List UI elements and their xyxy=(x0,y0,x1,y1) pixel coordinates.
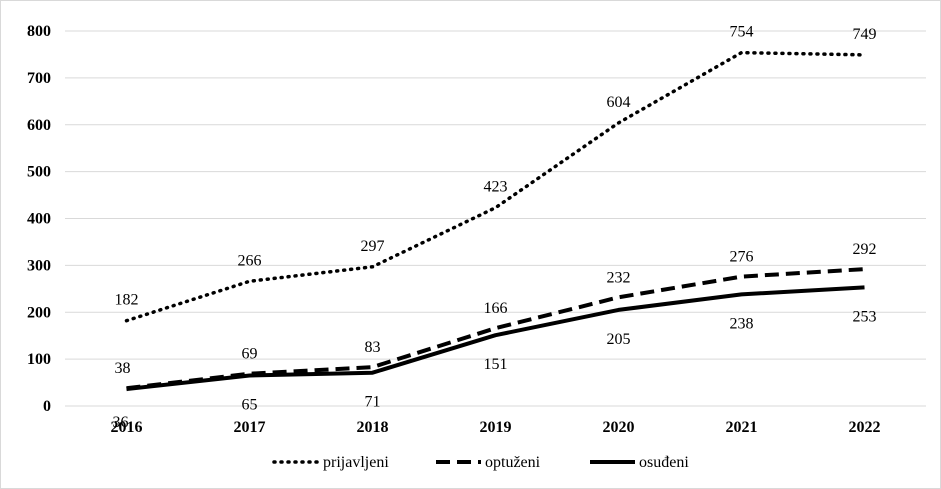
x-tick-label: 2016 xyxy=(111,419,143,436)
x-tick-label: 2020 xyxy=(603,419,635,436)
x-tick-label: 2022 xyxy=(849,419,881,436)
data-label: 297 xyxy=(361,238,385,255)
legend-label-osuđeni: osuđeni xyxy=(639,454,689,471)
data-label: 166 xyxy=(484,300,508,317)
data-label: 232 xyxy=(607,269,631,286)
y-tick-label: 300 xyxy=(27,257,51,274)
data-label: 749 xyxy=(853,26,877,43)
data-label: 71 xyxy=(365,394,381,411)
legend-label-optuženi: optuženi xyxy=(485,454,541,471)
data-label: 38 xyxy=(115,360,131,377)
series-lines xyxy=(124,50,867,392)
y-tick-label: 500 xyxy=(27,164,51,181)
y-tick-label: 100 xyxy=(27,351,51,368)
data-label: 238 xyxy=(730,315,754,332)
x-tick-label: 2018 xyxy=(357,419,389,436)
data-label: 276 xyxy=(730,249,754,266)
legend-label-prijavljeni: prijavljeni xyxy=(323,454,389,471)
data-label: 65 xyxy=(242,397,258,414)
x-tick-label: 2019 xyxy=(480,419,512,436)
y-tick-label: 200 xyxy=(27,304,51,321)
data-label: 292 xyxy=(853,241,877,258)
data-label: 182 xyxy=(115,292,139,309)
x-tick-label: 2017 xyxy=(234,419,266,436)
data-label: 266 xyxy=(238,252,262,269)
data-label: 253 xyxy=(853,308,877,325)
y-tick-label: 600 xyxy=(27,117,51,134)
data-label: 69 xyxy=(242,346,258,363)
gridlines xyxy=(65,30,926,360)
data-labels: 182 266 297 423 604 754 749 38 69 83 166 232 276 292 3… xyxy=(113,24,877,432)
y-tick-label: 800 xyxy=(27,23,51,40)
y-tick-label: 400 xyxy=(27,211,51,228)
data-label: 604 xyxy=(607,94,631,111)
data-label: 205 xyxy=(607,331,631,348)
data-label: 83 xyxy=(365,339,381,356)
legend: prijavljeni optuženi osuđeni xyxy=(272,454,689,471)
data-label: 36 xyxy=(113,414,129,431)
data-label: 151 xyxy=(484,356,508,373)
axes: 0 100 200 300 400 500 600 700 800 2016 2017 2018 201… xyxy=(27,23,926,436)
data-label: 754 xyxy=(730,24,754,41)
x-tick-label: 2021 xyxy=(726,419,758,436)
y-tick-label: 700 xyxy=(27,70,51,87)
data-label: 423 xyxy=(484,179,508,196)
y-tick-label: 0 xyxy=(43,398,51,415)
